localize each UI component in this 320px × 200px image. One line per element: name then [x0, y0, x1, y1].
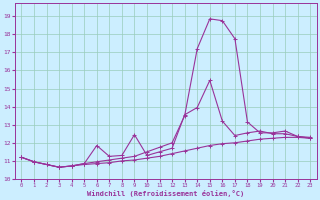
X-axis label: Windchill (Refroidissement éolien,°C): Windchill (Refroidissement éolien,°C) — [87, 190, 244, 197]
